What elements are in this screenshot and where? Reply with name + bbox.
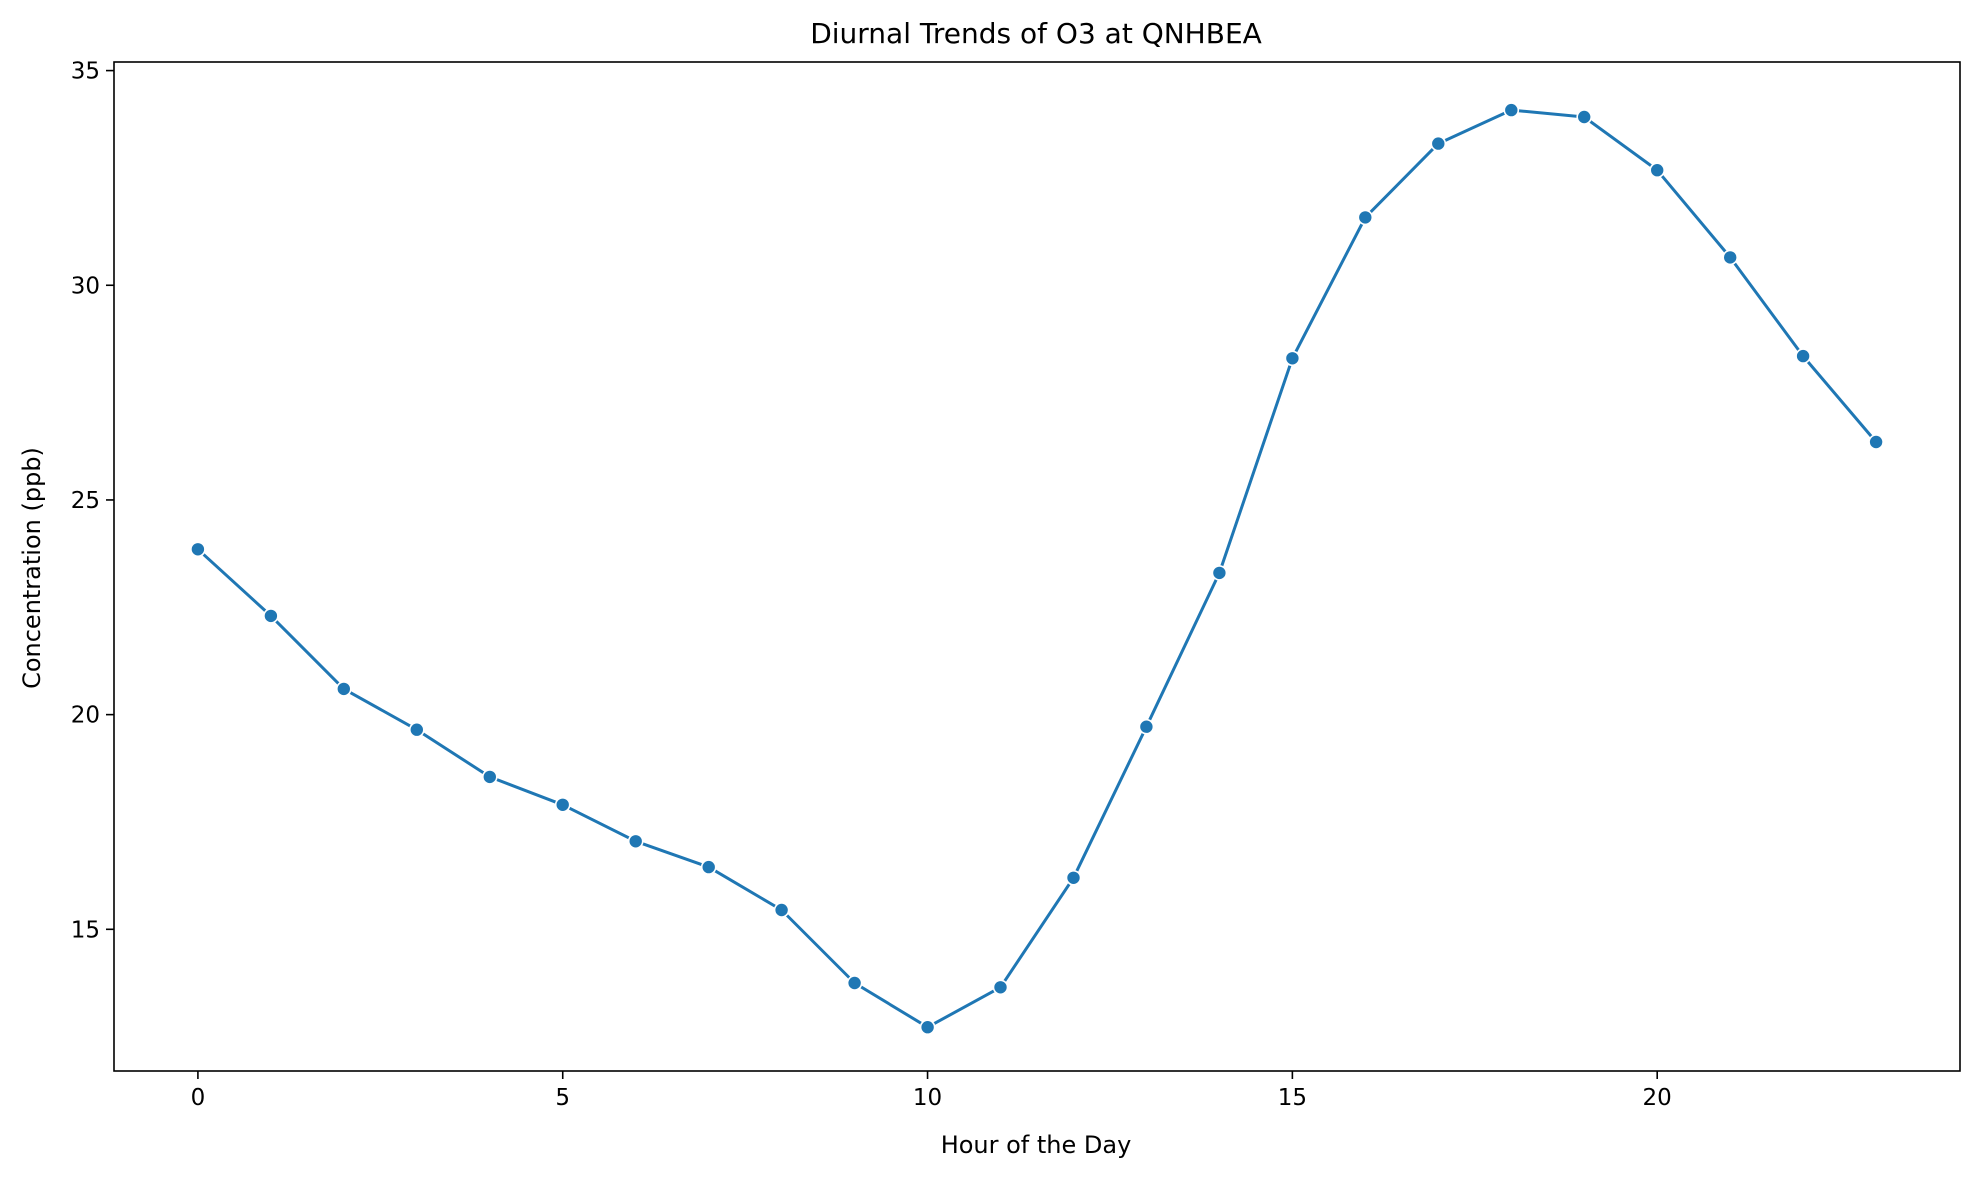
data-point xyxy=(1211,565,1228,581)
data-point xyxy=(1138,718,1155,735)
y-tick-label: 25 xyxy=(71,488,100,514)
data-point xyxy=(919,1019,936,1035)
series-line xyxy=(196,108,1878,1029)
data-point xyxy=(1065,869,1082,886)
plot-area: 0 5 10 15 20 15 20 25 30 35 xyxy=(71,59,1961,1111)
y-axis-label: Concentration (ppb) xyxy=(18,447,46,689)
data-point xyxy=(1503,102,1520,118)
data-point xyxy=(554,796,571,813)
data-point xyxy=(1722,249,1738,266)
y-tick-label: 30 xyxy=(71,273,100,299)
x-tick-label: 20 xyxy=(1643,1085,1672,1111)
data-point xyxy=(481,769,498,785)
plot-frame xyxy=(113,61,1961,1072)
data-point xyxy=(1795,348,1811,364)
y-tick-label: 35 xyxy=(71,59,100,85)
y-tick-label: 15 xyxy=(71,917,100,943)
y-tick-label: 20 xyxy=(71,703,100,729)
data-point xyxy=(1430,135,1447,152)
data-point xyxy=(992,979,1009,996)
data-point xyxy=(627,833,644,850)
data-point xyxy=(1868,434,1884,450)
data-point xyxy=(335,681,352,697)
x-tick-label: 15 xyxy=(1278,1085,1307,1111)
data-point xyxy=(773,902,790,918)
chart-title: Diurnal Trends of O3 at QNHBEA xyxy=(810,17,1262,50)
data-point xyxy=(1357,209,1374,226)
x-axis-label: Hour of the Day xyxy=(941,1131,1132,1159)
data-point xyxy=(408,721,425,738)
data-point xyxy=(1649,162,1665,178)
x-tick-label: 0 xyxy=(191,1085,206,1111)
x-tick-label: 10 xyxy=(913,1085,942,1111)
data-point xyxy=(1576,109,1592,125)
data-point xyxy=(846,975,863,991)
data-point xyxy=(1284,350,1301,367)
data-point xyxy=(263,608,279,624)
x-tick-label: 5 xyxy=(555,1085,570,1111)
data-point xyxy=(700,859,717,875)
data-point xyxy=(190,541,206,558)
